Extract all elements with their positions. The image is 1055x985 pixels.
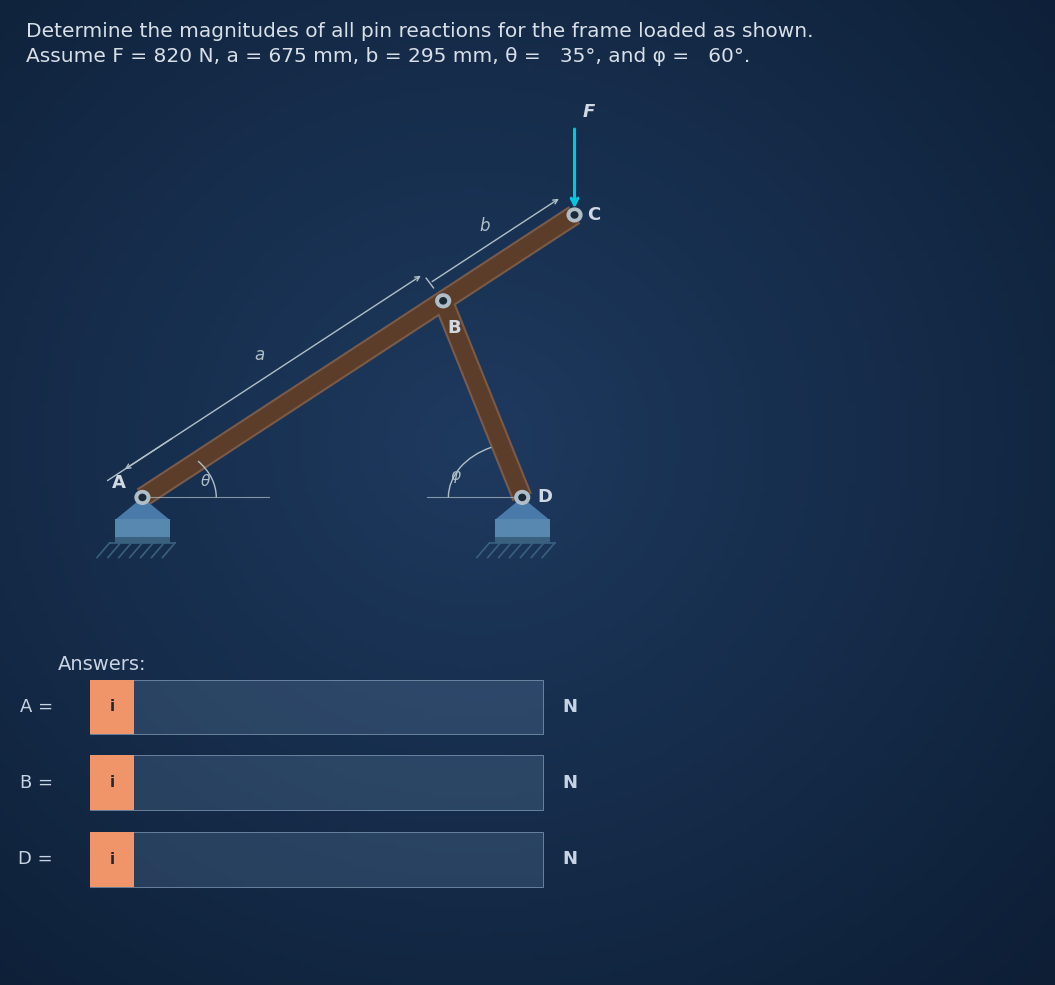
Text: b: b [480,217,491,235]
Text: i: i [110,852,114,867]
Bar [495,537,550,543]
Circle shape [519,494,525,500]
Bar [115,537,170,543]
Text: i: i [110,699,114,714]
Text: B =: B = [20,773,53,792]
Text: D =: D = [18,850,53,869]
Text: i: i [110,775,114,790]
Text: D: D [537,489,552,506]
Text: A =: A = [20,697,53,716]
Circle shape [436,294,450,307]
Circle shape [515,491,530,504]
Text: Answers:: Answers: [58,655,147,674]
Bar [115,519,170,543]
Text: φ: φ [450,468,460,483]
Text: a: a [254,346,265,363]
Text: Assume F = 820 N, a = 675 mm, b = 295 mm, θ =   35°, and φ =   60°.: Assume F = 820 N, a = 675 mm, b = 295 mm… [26,47,750,66]
Circle shape [139,494,146,500]
Text: N: N [562,697,577,716]
Text: F: F [583,103,595,121]
Polygon shape [496,497,549,519]
Circle shape [571,212,578,218]
Text: θ: θ [200,474,210,489]
Text: C: C [588,206,600,224]
Text: Determine the magnitudes of all pin reactions for the frame loaded as shown.: Determine the magnitudes of all pin reac… [26,22,813,40]
Circle shape [440,297,446,304]
Text: A: A [112,475,126,492]
Bar [495,519,550,543]
Text: N: N [562,773,577,792]
Polygon shape [116,497,169,519]
Text: N: N [562,850,577,869]
Text: B: B [447,318,461,337]
Circle shape [568,208,582,222]
Circle shape [135,491,150,504]
